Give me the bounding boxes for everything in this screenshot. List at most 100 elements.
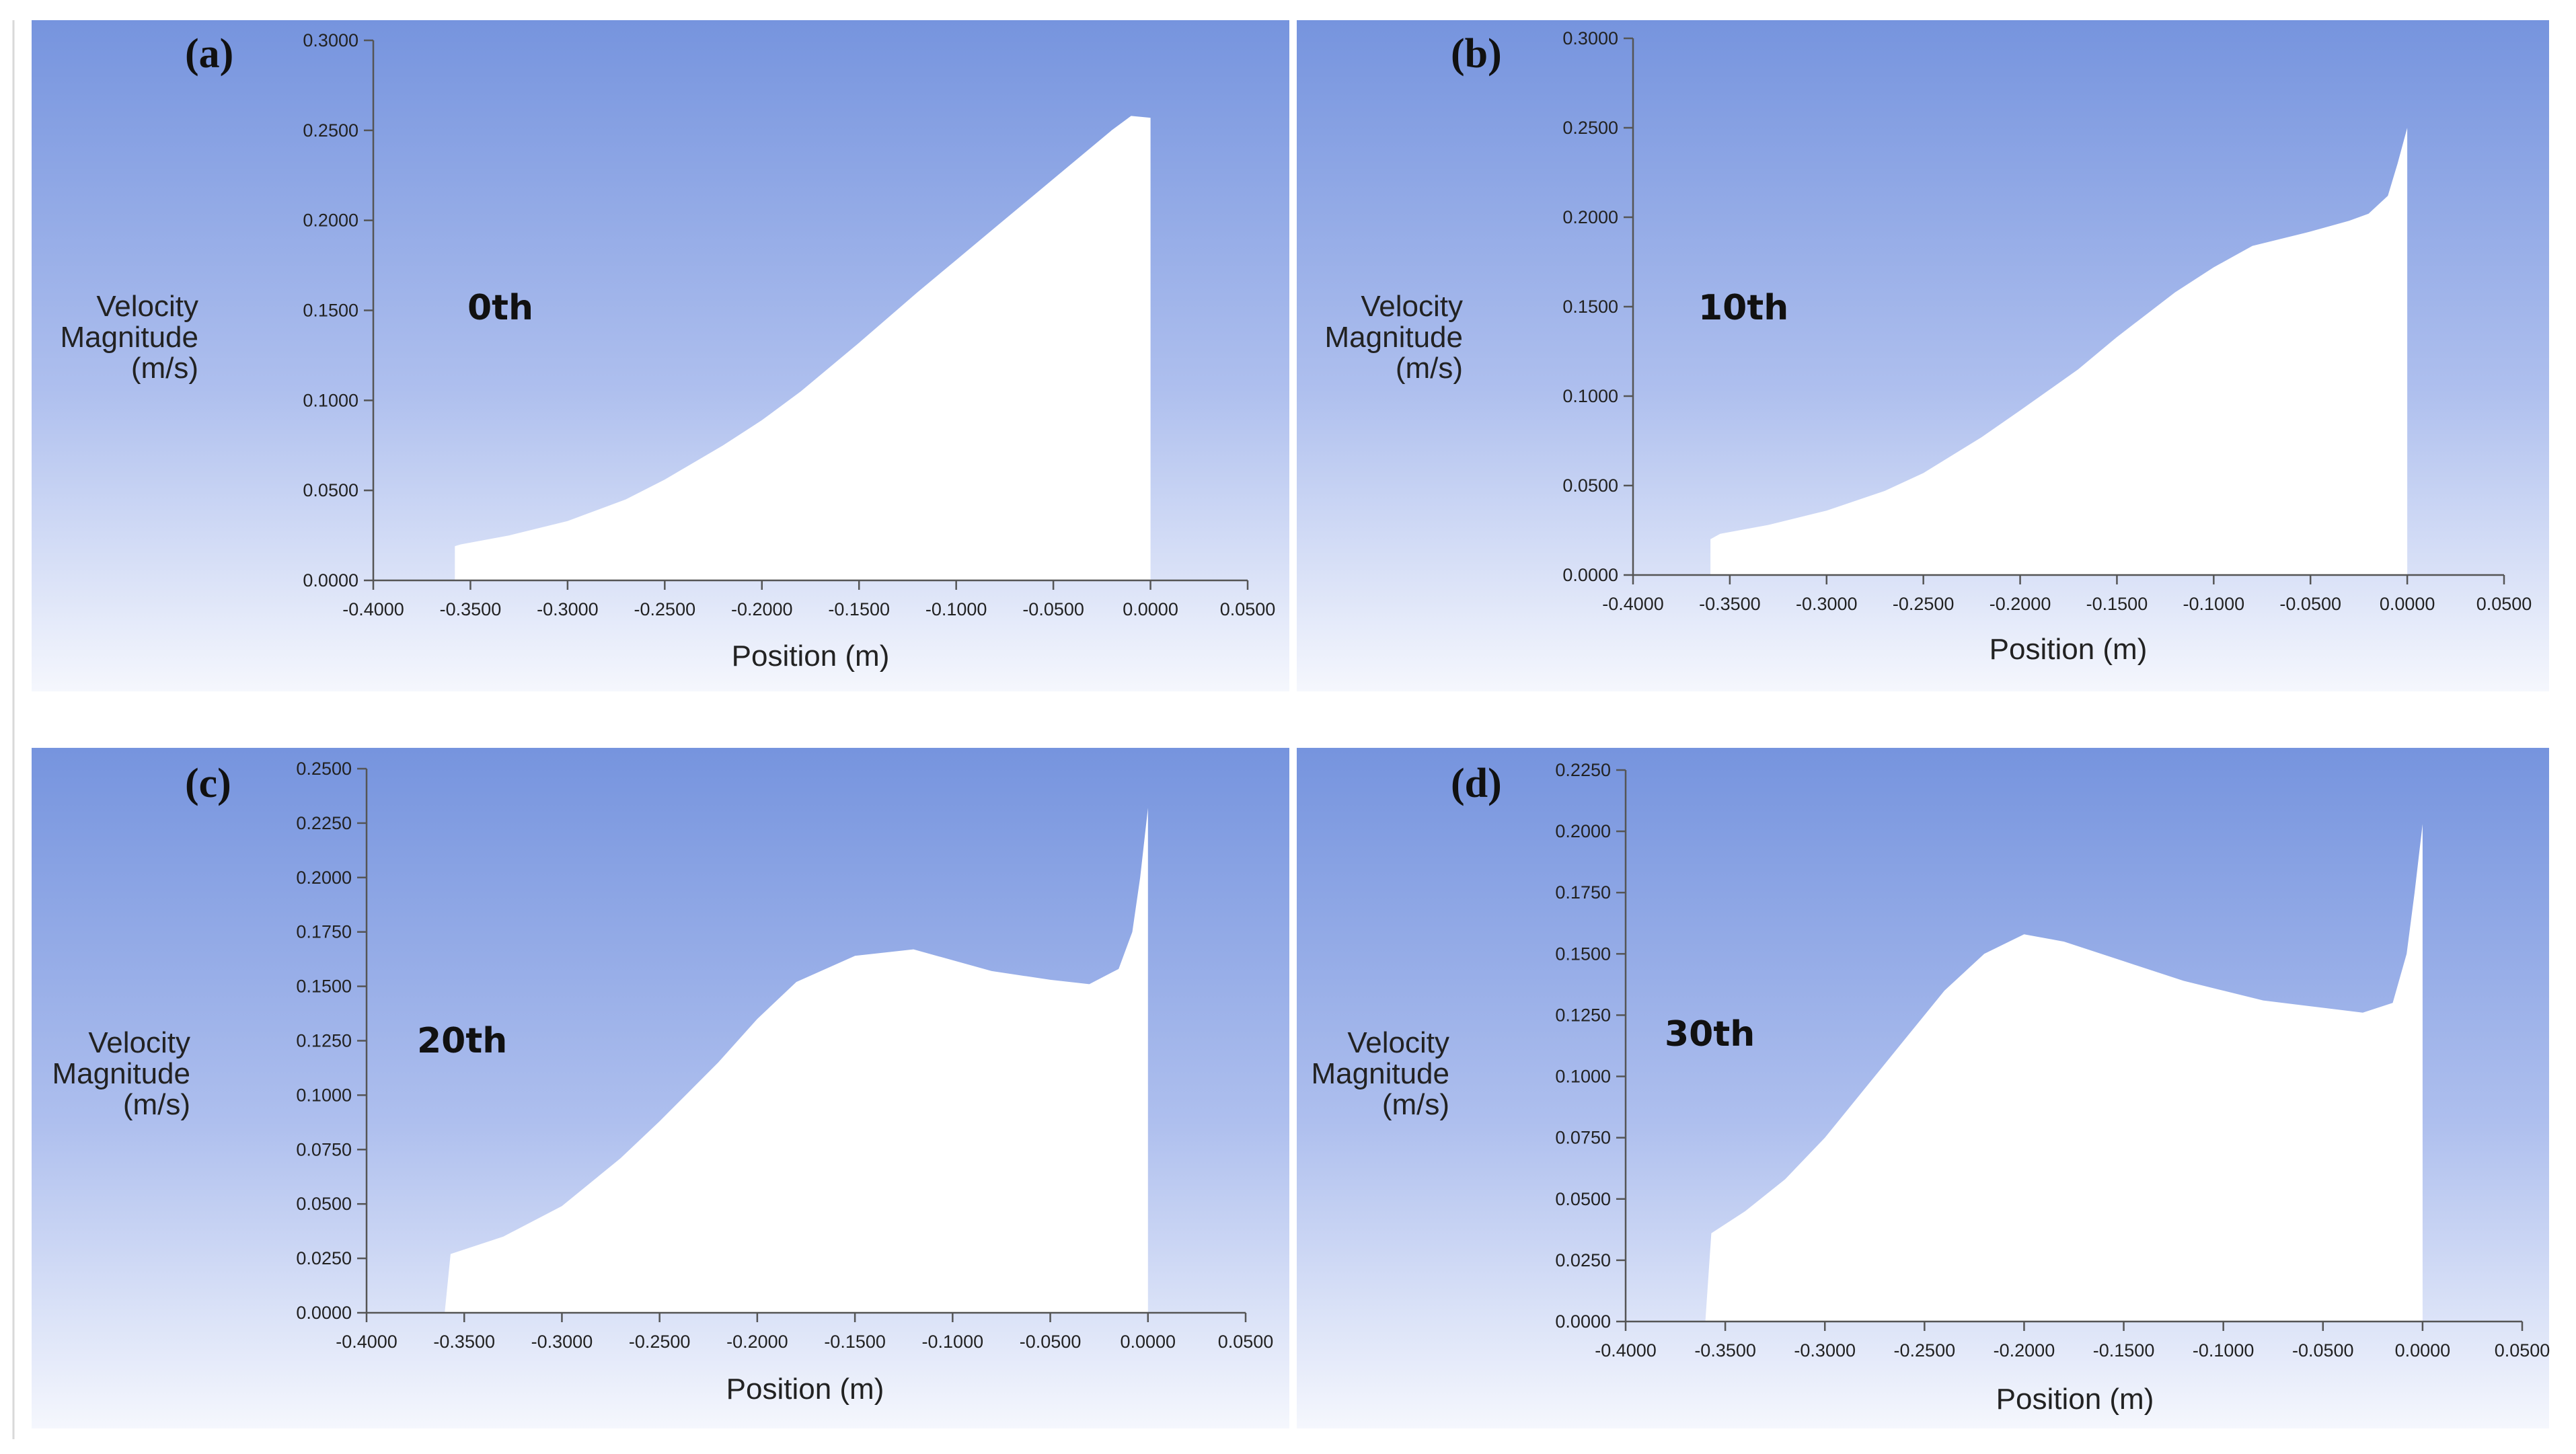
y-tick-label: 0.1250 xyxy=(1555,1005,1611,1025)
y-tick-label: 0.2000 xyxy=(1555,821,1611,841)
x-tick-label: -0.0500 xyxy=(2292,1340,2354,1361)
x-tick-label: -0.2000 xyxy=(1994,1340,2055,1361)
x-tick-label: -0.0500 xyxy=(2279,594,2341,614)
x-tick-label: -0.3500 xyxy=(1694,1340,1756,1361)
velocity-area xyxy=(455,116,1151,580)
x-axis-title: Position (m) xyxy=(726,1373,884,1406)
y-axis-title-line: Magnitude xyxy=(1312,1057,1449,1090)
x-tick-label: -0.2000 xyxy=(726,1332,788,1352)
x-tick-label: -0.1500 xyxy=(2086,594,2148,614)
x-tick-label: -0.1500 xyxy=(2093,1340,2155,1361)
x-tick-label: -0.2500 xyxy=(629,1332,691,1352)
x-tick-label: 0.0000 xyxy=(2380,594,2435,614)
y-tick-label: 0.0750 xyxy=(1555,1128,1611,1148)
series-annotation: 20th xyxy=(417,1021,507,1061)
x-tick-label: -0.3000 xyxy=(1796,594,1858,614)
x-tick-label: -0.4000 xyxy=(336,1332,397,1352)
series-annotation: 10th xyxy=(1698,288,1788,328)
y-tick-label: 0.1250 xyxy=(296,1031,352,1051)
velocity-area xyxy=(1710,128,2408,575)
y-tick-label: 0.2500 xyxy=(296,759,352,779)
y-tick-label: 0.2000 xyxy=(303,211,358,231)
x-tick-label: -0.2000 xyxy=(731,599,793,619)
y-tick-label: 0.2000 xyxy=(296,868,352,888)
y-tick-label: 0.1000 xyxy=(1562,386,1618,406)
panel-b: 0.0000 0.0500 0.1000 0.1500 0.2000 0.2500 0.30… xyxy=(1297,20,2549,691)
x-tick-label: -0.4000 xyxy=(342,599,404,619)
y-axis-title-line: Velocity xyxy=(1361,290,1463,323)
x-tick-label: -0.1000 xyxy=(2183,594,2245,614)
x-tick-label: 0.0500 xyxy=(1218,1332,1274,1352)
x-tick-label: 0.0000 xyxy=(2395,1340,2451,1361)
x-tick-label: -0.2000 xyxy=(1990,594,2051,614)
y-tick-label: 0.2250 xyxy=(1555,760,1611,780)
y-axis-title-line: Velocity xyxy=(1347,1026,1449,1059)
panel-label: (d) xyxy=(1451,761,1502,806)
y-axis-title-line: Velocity xyxy=(88,1026,190,1059)
y-tick-label: 0.0500 xyxy=(303,480,358,500)
x-tick-label: -0.1000 xyxy=(922,1332,984,1352)
y-axis-title-line: Magnitude xyxy=(52,1057,190,1090)
y-tick-label: 0.1500 xyxy=(303,301,358,321)
x-tick-label: -0.3500 xyxy=(1699,594,1761,614)
x-tick-label: -0.1000 xyxy=(925,599,987,619)
y-tick-label: 0.1500 xyxy=(296,977,352,997)
panel-label: (b) xyxy=(1451,31,1502,77)
velocity-area xyxy=(1705,824,2423,1322)
x-tick-label: -0.3500 xyxy=(433,1332,495,1352)
series-annotation: 0th xyxy=(467,288,533,328)
y-axis-title-line: (m/s) xyxy=(131,352,198,385)
x-tick-label: 0.0000 xyxy=(1123,599,1178,619)
x-tick-label: -0.0500 xyxy=(1022,599,1084,619)
y-tick-label: 0.0000 xyxy=(1562,565,1618,585)
y-tick-label: 0.1750 xyxy=(296,922,352,942)
series-annotation: 30th xyxy=(1665,1014,1755,1055)
y-tick-label: 0.1750 xyxy=(1555,882,1611,903)
x-tick-label: 0.0500 xyxy=(2476,594,2532,614)
panel-d: 0.0000 0.0250 0.0500 0.0750 0.1000 0.1250 0.15… xyxy=(1297,748,2550,1428)
x-tick-label: -0.0500 xyxy=(1020,1332,1082,1352)
y-axis-title-line: (m/s) xyxy=(1396,352,1463,385)
x-axis-title: Position (m) xyxy=(1990,633,2148,666)
x-tick-label: -0.3000 xyxy=(1794,1340,1856,1361)
x-tick-label: 0.0000 xyxy=(1120,1332,1176,1352)
y-tick-label: 0.1000 xyxy=(296,1085,352,1105)
x-tick-label: -0.1000 xyxy=(2193,1340,2255,1361)
x-axis-title: Position (m) xyxy=(1996,1383,2154,1416)
y-tick-label: 0.0500 xyxy=(1562,475,1618,496)
x-tick-label: -0.4000 xyxy=(1595,1340,1657,1361)
y-tick-label: 0.0000 xyxy=(303,570,358,590)
x-tick-label: -0.1500 xyxy=(828,599,890,619)
y-tick-label: 0.2500 xyxy=(303,120,358,141)
y-axis-title-line: (m/s) xyxy=(1382,1088,1449,1121)
y-axis-title-line: (m/s) xyxy=(123,1088,190,1121)
y-tick-label: 0.1500 xyxy=(1562,297,1618,317)
x-tick-label: 0.0500 xyxy=(1220,599,1276,619)
y-tick-label: 0.0000 xyxy=(1555,1311,1611,1332)
x-tick-label: -0.3000 xyxy=(531,1332,593,1352)
y-tick-label: 0.0500 xyxy=(1555,1189,1611,1209)
x-tick-label: -0.2500 xyxy=(1894,1340,1956,1361)
x-axis-title: Position (m) xyxy=(732,640,890,673)
y-tick-label: 0.3000 xyxy=(303,30,358,50)
x-tick-label: -0.1500 xyxy=(824,1332,886,1352)
panel-label: (a) xyxy=(185,31,233,77)
y-axis-title-line: Magnitude xyxy=(1325,321,1463,354)
y-tick-label: 0.0250 xyxy=(1555,1250,1611,1270)
y-tick-label: 0.1500 xyxy=(1555,944,1611,964)
x-tick-label: 0.0500 xyxy=(2495,1340,2550,1361)
panel-a: 0.0000 0.0500 0.1000 0.1500 0.2000 0.2500 0.30… xyxy=(32,20,1289,691)
panel-label: (c) xyxy=(185,761,231,806)
y-tick-label: 0.2250 xyxy=(296,813,352,833)
y-tick-label: 0.2000 xyxy=(1562,207,1618,227)
x-tick-label: -0.3000 xyxy=(537,599,599,619)
x-tick-label: -0.2500 xyxy=(1893,594,1955,614)
y-tick-label: 0.0250 xyxy=(296,1248,352,1268)
x-tick-label: -0.3500 xyxy=(440,599,502,619)
y-tick-label: 0.1000 xyxy=(303,390,358,410)
y-axis-title-line: Velocity xyxy=(96,290,198,323)
y-tick-label: 0.1000 xyxy=(1555,1067,1611,1087)
y-tick-label: 0.0750 xyxy=(296,1139,352,1159)
y-tick-label: 0.2500 xyxy=(1562,118,1618,138)
